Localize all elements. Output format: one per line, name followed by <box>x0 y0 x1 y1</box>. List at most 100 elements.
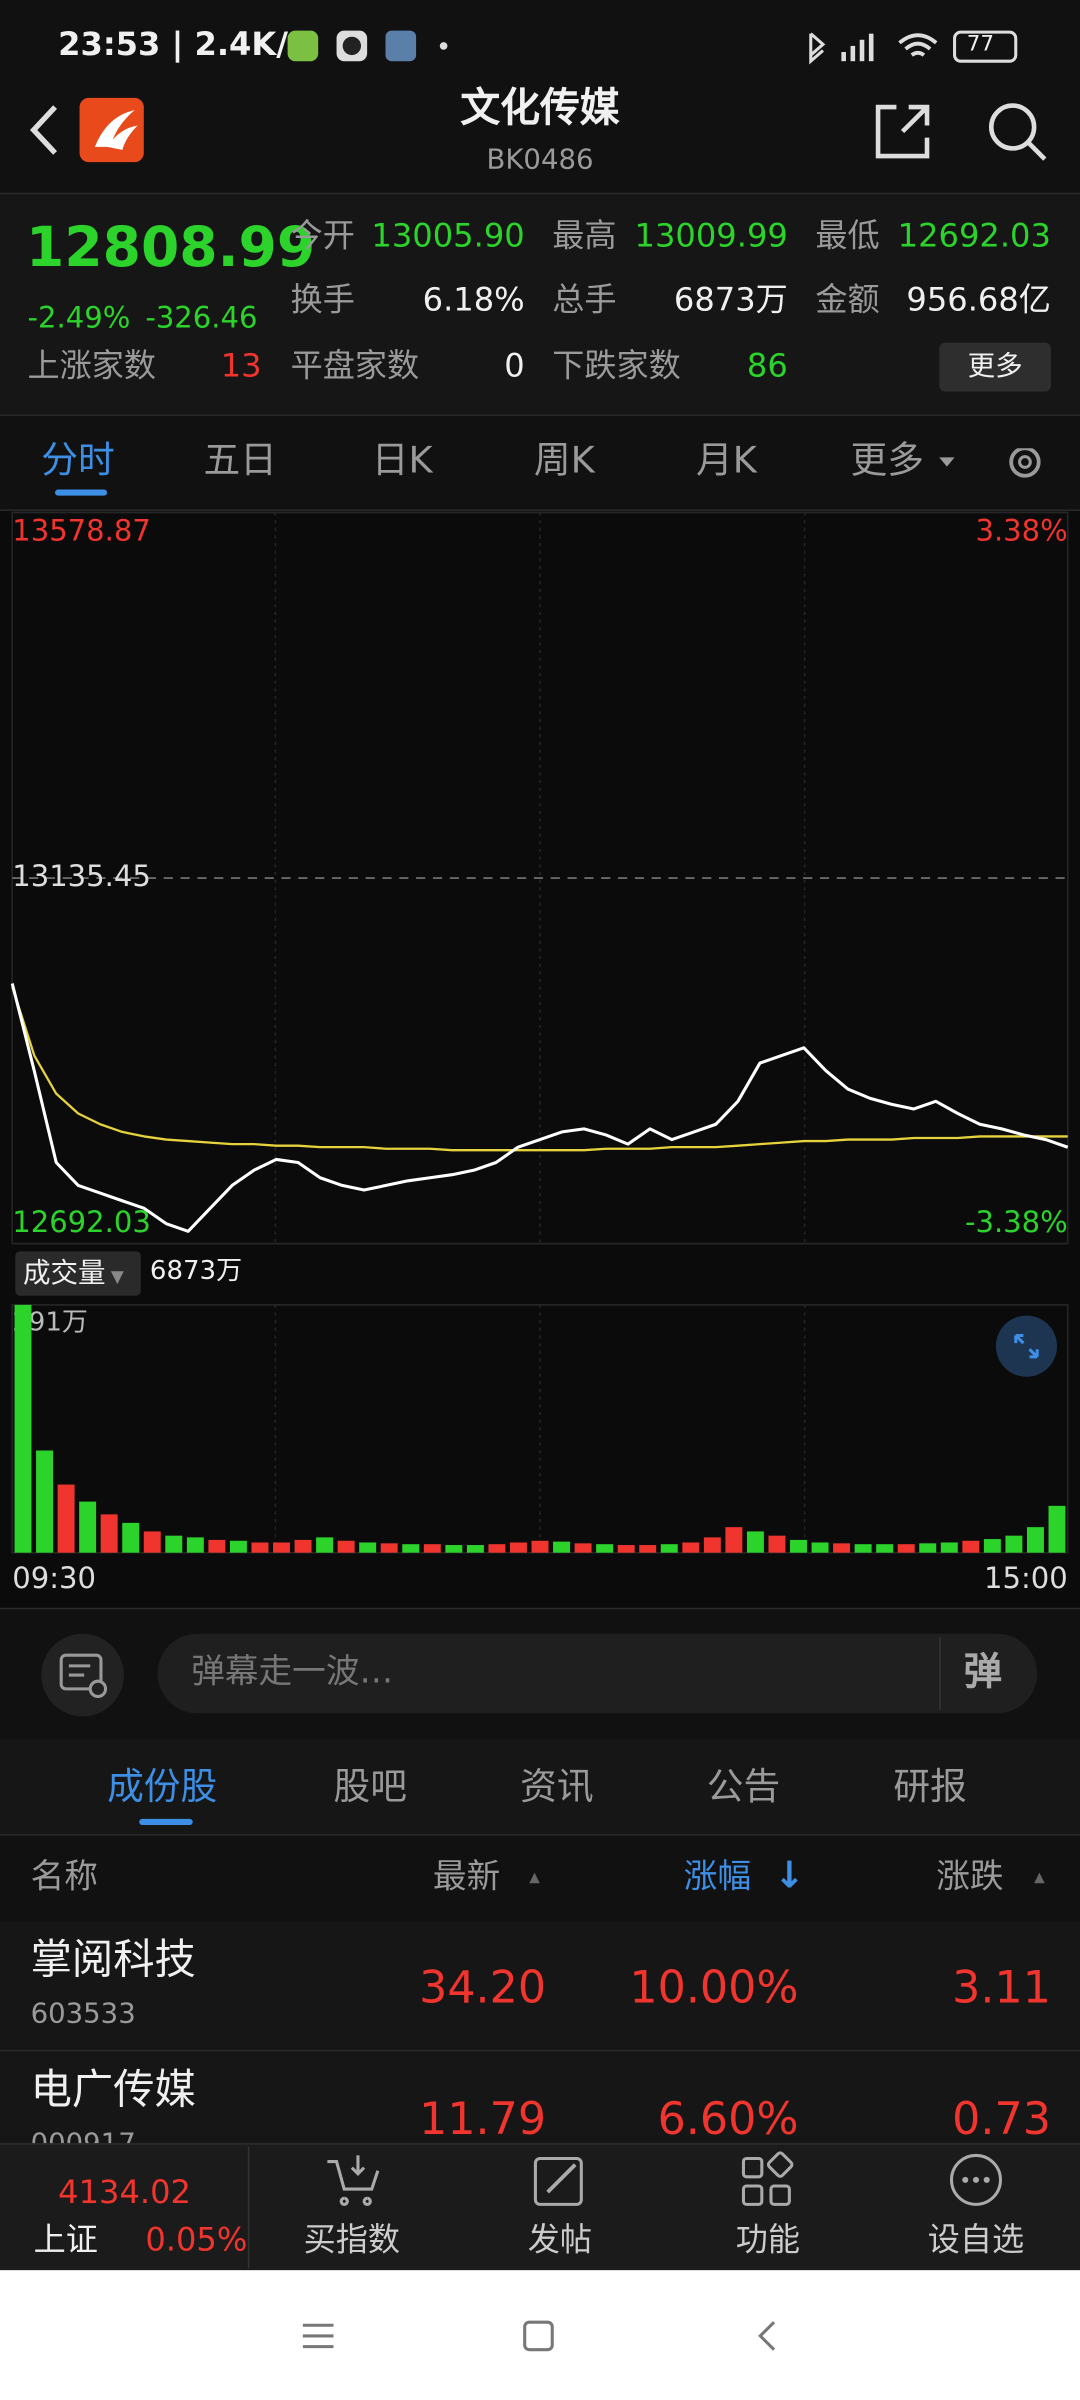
action-label[interactable]: 功能 <box>735 2221 801 2258</box>
stat-value: 86 <box>746 347 788 384</box>
column-header[interactable]: 涨跌 <box>936 1858 1004 1897</box>
stock-name: 掌阅科技 <box>30 1936 196 1985</box>
back-nav-button[interactable] <box>758 2321 776 2351</box>
volume-selector[interactable]: 成交量 ▼ <box>15 1251 141 1296</box>
tab-indicator <box>55 489 108 496</box>
volume-bar <box>1026 1527 1044 1553</box>
chart-tab[interactable]: 更多 <box>850 439 924 482</box>
stock-change-pct: 10.00% <box>629 1961 799 2014</box>
change: -326.46 <box>145 301 258 336</box>
stat-label: 最高 <box>552 217 617 254</box>
bottom-bar <box>0 2143 1080 2271</box>
volume-bar <box>790 1539 807 1553</box>
volume-bar <box>79 1501 97 1553</box>
search-button[interactable] <box>988 103 1037 151</box>
danmaku-placeholder: 弹幕走一波… <box>191 1653 394 1692</box>
table-row[interactable] <box>0 1921 1080 2052</box>
more-button[interactable]: 更多 <box>939 342 1051 392</box>
back-button[interactable] <box>29 105 58 155</box>
volume-bar <box>854 1544 872 1553</box>
volume-bar <box>1048 1505 1066 1553</box>
volume-bar <box>316 1537 334 1553</box>
volume-bar <box>208 1539 226 1553</box>
chart: 13578.8713135.4512692.033.38%-3.38%291万0… <box>10 511 1069 1595</box>
chart-tab[interactable]: 五日 <box>203 439 277 482</box>
menu-button[interactable] <box>302 2323 334 2349</box>
share-button[interactable] <box>875 104 930 159</box>
tab-icons <box>939 448 1041 478</box>
danmaku-button[interactable]: 弹 <box>963 1649 1003 1694</box>
stat-value: 0 <box>504 347 525 384</box>
x-tick-label: 15:00 <box>984 1561 1068 1595</box>
danmaku-icon[interactable] <box>40 1632 126 1718</box>
stock-change: 0.73 <box>952 2092 1051 2145</box>
volume-bar <box>509 1542 527 1553</box>
tab-indicator <box>139 1818 193 1825</box>
settings-button[interactable] <box>1009 448 1041 478</box>
action-label[interactable]: 设自选 <box>927 2221 1025 2258</box>
price: 12808.99 <box>26 217 316 280</box>
section-tab[interactable]: 资讯 <box>520 1765 594 1809</box>
stat-value: 13 <box>220 347 262 384</box>
volume-bar <box>553 1541 571 1553</box>
x-tick-label: 09:30 <box>12 1561 96 1595</box>
danmaku-input[interactable] <box>157 1633 1038 1714</box>
y-tick-label: 13578.87 <box>12 513 151 547</box>
divider <box>939 1636 941 1711</box>
stat-value: 13005.90 <box>371 217 525 254</box>
sort-icon: ▲ <box>1034 1870 1045 1887</box>
volume-bar <box>596 1544 614 1553</box>
volume-bar <box>380 1543 398 1553</box>
system-nav-icons <box>302 2320 776 2352</box>
section-tab[interactable]: 股吧 <box>333 1765 407 1809</box>
header-right-icons <box>875 103 1047 161</box>
expand-button[interactable] <box>995 1315 1058 1377</box>
volume-bar <box>273 1542 290 1553</box>
volume-bar <box>466 1545 484 1553</box>
column-header: 名称 <box>30 1858 98 1897</box>
stat-label: 下跌家数 <box>552 347 681 384</box>
stat-value: 956.68亿 <box>906 281 1051 319</box>
action-label[interactable]: 买指数 <box>303 2221 401 2258</box>
sort-icon: ▲ <box>529 1870 540 1887</box>
change-pct: -2.49% <box>27 301 131 336</box>
stock-code: 603533 <box>30 1997 136 2030</box>
action-label[interactable]: 发帖 <box>527 2221 593 2258</box>
chart-tab[interactable]: 分时 <box>41 439 115 482</box>
volume-bar <box>660 1544 678 1553</box>
section-tab[interactable]: 研报 <box>893 1765 967 1809</box>
volume-bar <box>703 1537 721 1553</box>
status-right-icons <box>809 30 1018 65</box>
chart-tab[interactable]: 月K <box>696 439 757 482</box>
volume-bar <box>531 1540 549 1553</box>
section-tab[interactable]: 公告 <box>706 1765 781 1809</box>
y2-tick-label: 3.38% <box>975 513 1067 547</box>
stat-label: 今开 <box>290 217 355 254</box>
volume-bar <box>488 1544 506 1553</box>
chart-panel <box>0 509 1080 1610</box>
volume-bar <box>833 1543 851 1553</box>
stat-label: 金额 <box>815 281 880 319</box>
volume-bar <box>359 1542 377 1553</box>
home-button[interactable] <box>523 2320 554 2352</box>
stat-label: 最低 <box>815 217 880 254</box>
stat-value: 6.18% <box>422 281 525 319</box>
stat-label: 总手 <box>552 281 617 319</box>
action-icons <box>327 2151 1002 2206</box>
column-header[interactable]: 最新 <box>432 1858 501 1897</box>
volume-bar <box>1005 1535 1023 1553</box>
stat-value: 13009.99 <box>634 217 788 254</box>
stock-name: 电广传媒 <box>30 2066 196 2115</box>
chart-tab[interactable]: 周K <box>533 439 595 482</box>
chart-tab[interactable]: 日K <box>371 439 433 482</box>
volume-bar <box>682 1542 700 1553</box>
section-tab[interactable]: 成份股 <box>107 1765 218 1809</box>
index-value: 4134.02 <box>58 2173 191 2211</box>
header-left-icons <box>29 97 144 163</box>
stat-label: 换手 <box>290 281 355 319</box>
stock-change-pct: 6.60% <box>657 2092 799 2145</box>
column-header[interactable]: 涨幅 <box>683 1858 752 1897</box>
stat-label: 上涨家数 <box>27 347 157 384</box>
y-tick-label: 12692.03 <box>12 1205 151 1239</box>
